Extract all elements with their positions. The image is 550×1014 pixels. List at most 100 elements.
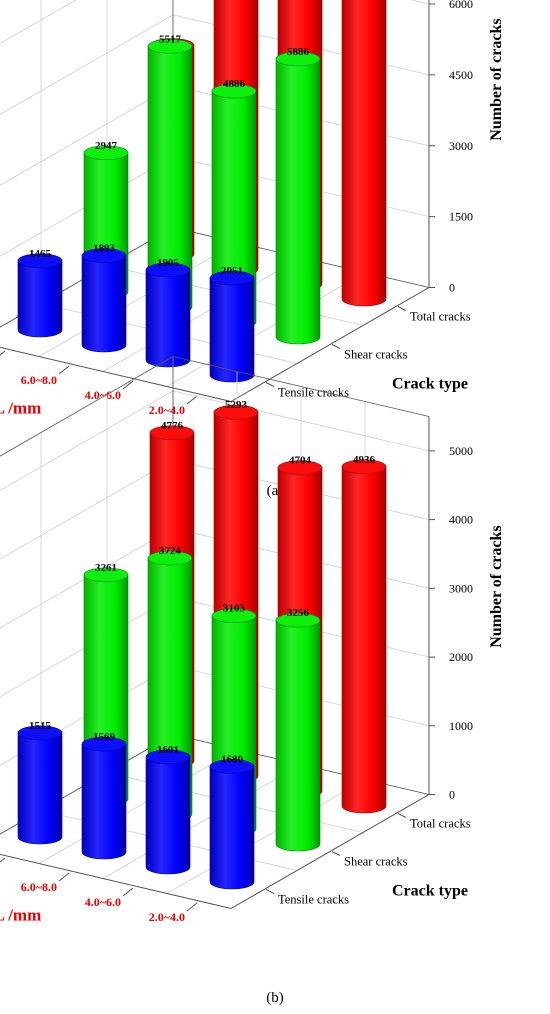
wall-grid-line [0, 665, 174, 766]
crack-type-tick-label: Shear cracks [344, 855, 408, 869]
bar-cap [83, 567, 129, 583]
z-tick-label: 0 [449, 281, 455, 295]
z-tick-label: 1000 [449, 719, 473, 733]
l-tick [58, 872, 70, 882]
bar-shear-cracks: 5517 [147, 33, 193, 315]
bar-cap [209, 270, 255, 286]
data-label: 1465 [29, 248, 52, 260]
bars: 4776 5293 4704 4936 3261 3724 3103 3256 1515 1569… [17, 399, 387, 890]
bar-cap [145, 262, 191, 278]
bar-shear-cracks: 3256 [275, 607, 321, 852]
l-tick-label: 2.0~4.0 [149, 403, 185, 417]
bar-body [17, 732, 63, 845]
panel-label: (b) [266, 990, 284, 1006]
data-label: 3724 [159, 545, 182, 557]
frame-edge [0, 734, 174, 835]
floor-grid-line [38, 242, 238, 357]
data-label: 5886 [287, 46, 310, 58]
bar-cap [149, 425, 195, 441]
crack-type-tick [331, 851, 341, 856]
crack-type-axis-title: Crack type [392, 883, 468, 900]
data-label: 2947 [95, 140, 118, 152]
z-tick-label: 3000 [449, 139, 473, 153]
bar-body [209, 277, 255, 383]
l-tick [122, 887, 134, 897]
l-tick [186, 395, 198, 405]
floor-grid-line [102, 764, 302, 879]
z-tick-label: 5000 [449, 444, 473, 458]
l-axis-title: L /mm [0, 399, 41, 418]
bar-body [145, 269, 191, 368]
bar-total-cracks: 4936 [341, 454, 387, 814]
panel-a: 015003000450060007500Number of cracks8.0… [0, 0, 505, 499]
crack-type-tick-label: Shear cracks [344, 348, 408, 362]
floor-grid-line [102, 257, 302, 372]
l-tick [0, 350, 6, 356]
z-tick-label: 1500 [449, 210, 473, 224]
wall-grid-line [0, 527, 174, 629]
z-tick-label: 6000 [449, 0, 473, 11]
wall-grid-line [0, 85, 174, 186]
axis-line-crack-type [230, 794, 430, 909]
wall-grid-line [0, 390, 174, 491]
l-tick [0, 857, 6, 863]
bar-tensile-cracks: 1601 [145, 744, 191, 875]
data-label: 4936 [353, 454, 376, 466]
bar-tensile-cracks: 1569 [81, 731, 127, 860]
z-tick-label: 2000 [449, 650, 473, 664]
bar-tensile-cracks: 1680 [209, 754, 255, 890]
bar-body [81, 743, 127, 860]
bar-body [275, 58, 321, 345]
z-tick-label: 4500 [449, 68, 473, 82]
bar-cap [17, 253, 63, 269]
l-tick [58, 365, 70, 375]
wall-grid-line [0, 459, 174, 560]
data-label: 5293 [225, 399, 248, 411]
data-label: 3261 [95, 562, 117, 574]
z-tick-label: 3000 [449, 581, 473, 595]
bar-cap [17, 725, 63, 741]
bar-body [341, 466, 387, 814]
bar-tensile-cracks: 1905 [145, 257, 191, 368]
bar-tensile-cracks: 1893 [81, 243, 127, 353]
l-tick-label: 4.0~6.0 [85, 895, 121, 909]
data-label: 1515 [29, 720, 52, 732]
l-tick [186, 902, 198, 912]
crack-type-tick-label: Tensile cracks [278, 893, 349, 907]
bar-cap [147, 550, 193, 566]
bar-cap [277, 460, 323, 476]
bar-cap [209, 759, 255, 774]
z-axis-title: Number of cracks [488, 18, 505, 140]
bar-cap [341, 459, 387, 475]
data-label: 3256 [287, 607, 310, 619]
bar-cap [275, 51, 321, 67]
frame-edge [0, 227, 174, 328]
l-tick [122, 380, 134, 390]
bar-shear-cracks: 4886 [211, 78, 257, 330]
floor-grid-line [38, 749, 238, 864]
crack-type-tick [397, 306, 407, 311]
data-label: 5517 [159, 33, 182, 45]
l-axis-title: L /mm [0, 906, 41, 925]
wall-grid-line [0, 596, 174, 698]
crack-type-tick-label: Total cracks [410, 310, 471, 324]
l-tick-label: 2.0~4.0 [149, 910, 185, 924]
bar-tensile-cracks: 1515 [17, 720, 63, 845]
wall-grid-line [0, 156, 174, 257]
floor-grid-line [166, 779, 366, 894]
data-label: 1680 [221, 754, 244, 766]
data-label: 1569 [93, 731, 116, 743]
l-tick-label: 6.0~8.0 [21, 373, 57, 387]
bar-tensile-cracks: 2051 [209, 265, 255, 383]
data-label: 4704 [289, 455, 312, 467]
bar-body [145, 756, 191, 875]
z-tick-label: 4000 [449, 513, 473, 527]
wall-grid-line [0, 14, 174, 115]
wall-grid-line [0, 0, 77, 45]
crack-type-tick [265, 889, 275, 894]
bar-cap [145, 749, 191, 765]
bar-cap [83, 145, 129, 161]
frame-edge [0, 356, 174, 457]
crack-type-tick-label: Tensile cracks [278, 386, 349, 400]
